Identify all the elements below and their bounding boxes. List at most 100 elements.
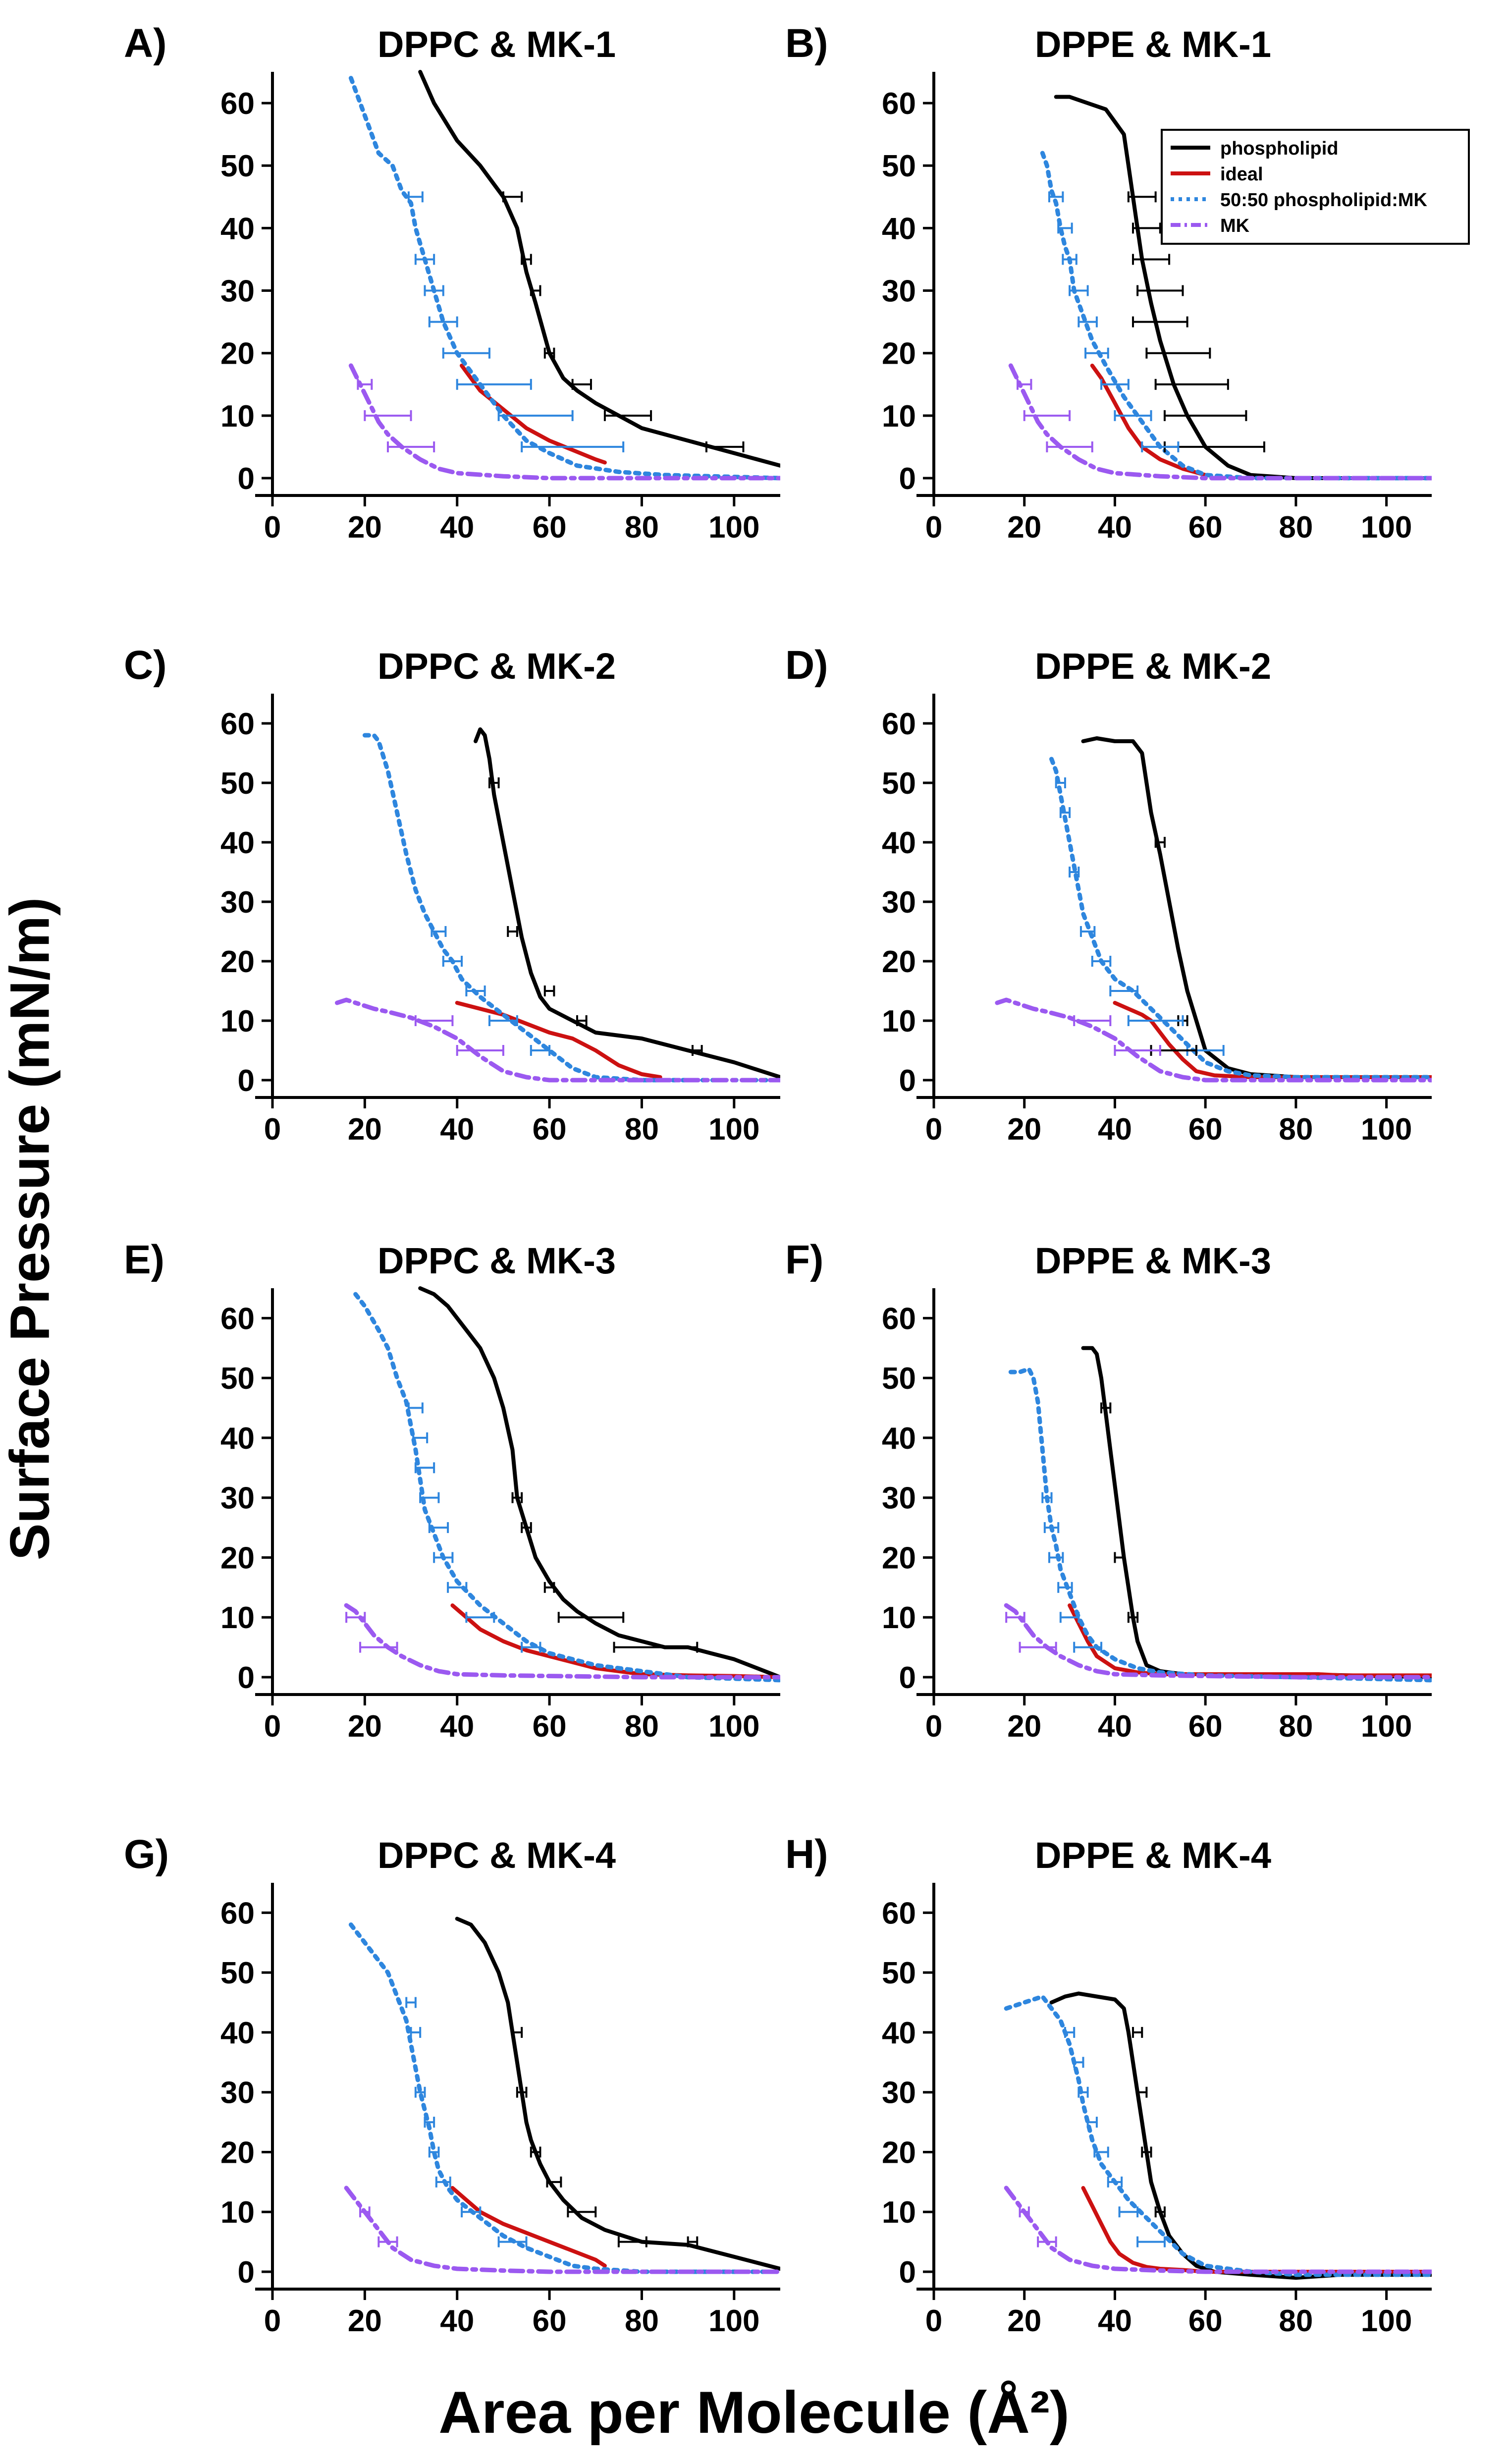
- y-tick-label: 0: [899, 462, 916, 496]
- panel-7: 0 10 20 30 40 50 60 0 20 40 60 80 100 G) DPPC & MK-4: [124, 1832, 780, 2338]
- x-tick-label: 20: [348, 1709, 382, 1744]
- series-line-phospholipid: [418, 1286, 780, 1679]
- x-tick-label: 0: [264, 1709, 281, 1744]
- error-bar-phospholipid: [546, 2176, 562, 2188]
- error-bar-mixture: [1062, 254, 1077, 265]
- error-bar-mixture: [435, 2176, 451, 2188]
- x-tick-label: 40: [440, 1709, 474, 1744]
- error-bar-mixture: [407, 1402, 424, 1414]
- y-tick-label: 20: [882, 2135, 916, 2170]
- y-tick-label: 30: [220, 1481, 255, 1516]
- panel-title: DPPC & MK-2: [377, 646, 616, 687]
- series-line-mk: [1004, 2186, 1432, 2274]
- y-tick-label: 20: [220, 1541, 255, 1575]
- y-tick-label: 60: [220, 87, 255, 121]
- series-line-phospholipid: [474, 727, 780, 1079]
- x-tick-label: 0: [925, 1112, 942, 1147]
- x-tick-label: 100: [1361, 1709, 1412, 1744]
- error-bar-mixture: [414, 254, 435, 265]
- panel-title: DPPC & MK-3: [377, 1240, 616, 1281]
- error-bar-phospholipid: [1163, 441, 1265, 452]
- x-tick-label: 60: [533, 1112, 567, 1147]
- x-tick-label: 40: [1098, 510, 1132, 545]
- series-line-phospholipid: [1081, 736, 1432, 1079]
- y-tick-label: 20: [882, 337, 916, 371]
- error-bar-mixture: [431, 926, 447, 937]
- error-bar-phospholipid: [691, 1045, 703, 1056]
- x-tick-label: 80: [625, 510, 659, 545]
- y-tick-label: 60: [882, 707, 916, 741]
- error-bar-mk: [1037, 2236, 1057, 2247]
- y-tick-label: 40: [220, 212, 255, 246]
- error-bar-phospholipid: [530, 285, 541, 296]
- x-tick-label: 100: [1361, 1112, 1412, 1147]
- series-line-ideal: [450, 2186, 607, 2268]
- y-tick-label: 10: [220, 399, 255, 434]
- error-bar-mixture: [1069, 285, 1089, 296]
- series-line-ideal: [1090, 363, 1208, 477]
- panel-letter: D): [785, 643, 828, 688]
- x-tick-label: 60: [533, 510, 567, 545]
- error-bar-mixture: [1057, 222, 1073, 234]
- panel-4: 0 10 20 30 40 50 60 0 20 40 60 80 100 D) DPPE & MK-2: [785, 643, 1432, 1147]
- error-bar-mixture: [442, 347, 490, 359]
- error-bar-mk: [1019, 1642, 1057, 1653]
- y-tick-label: 50: [220, 149, 255, 183]
- y-tick-label: 0: [899, 1064, 916, 1098]
- error-bar-mk: [345, 1612, 366, 1623]
- error-bar-phospholipid: [603, 410, 652, 421]
- x-tick-label: 0: [925, 2304, 942, 2338]
- error-bar-phospholipid: [567, 2206, 597, 2218]
- legend-label-mk: MK: [1220, 216, 1250, 236]
- error-bar-mixture: [1073, 1642, 1103, 1653]
- legend-label-phospholipid: phospholipid: [1220, 138, 1339, 159]
- x-tick-label: 0: [264, 1112, 281, 1147]
- error-bar-mixture: [424, 2117, 435, 2128]
- error-bar-mixture: [407, 191, 424, 203]
- x-tick-label: 80: [625, 1112, 659, 1147]
- panel-title: DPPE & MK-1: [1035, 24, 1271, 65]
- y-tick-label: 0: [238, 2255, 255, 2290]
- y-tick-label: 30: [220, 2076, 255, 2110]
- x-tick-label: 40: [1098, 2304, 1132, 2338]
- panel-title: DPPE & MK-3: [1035, 1240, 1271, 1281]
- x-tick-label: 40: [440, 1112, 474, 1147]
- y-tick-label: 10: [882, 2195, 916, 2230]
- x-tick-label: 80: [1279, 1112, 1313, 1147]
- x-tick-label: 60: [1188, 1709, 1223, 1744]
- error-bar-phospholipid: [1154, 837, 1166, 848]
- y-tick-label: 0: [238, 1661, 255, 1695]
- error-bar-mixture: [1084, 347, 1109, 359]
- y-tick-label: 60: [220, 1896, 255, 1930]
- error-bar-phospholipid: [1163, 410, 1247, 421]
- y-tick-label: 40: [882, 1422, 916, 1456]
- series-line-mk: [1008, 363, 1432, 481]
- x-tick-label: 20: [348, 510, 382, 545]
- error-bar-mixture: [465, 986, 486, 996]
- x-tick-label: 80: [625, 2304, 659, 2338]
- series-line-mixture: [1040, 151, 1432, 481]
- series-line-phospholipid: [1081, 1346, 1432, 1679]
- panel-letter: A): [124, 21, 167, 66]
- y-tick-label: 50: [882, 1956, 916, 1990]
- x-tick-label: 0: [264, 2304, 281, 2338]
- error-bar-mk: [1017, 379, 1032, 390]
- y-tick-label: 10: [882, 399, 916, 434]
- y-tick-label: 60: [882, 1896, 916, 1930]
- y-tick-label: 0: [899, 1661, 916, 1695]
- y-tick-label: 60: [882, 87, 916, 121]
- panel-letter: C): [124, 643, 167, 688]
- error-bar-phospholipid: [511, 2026, 523, 2038]
- y-tick-label: 50: [882, 1362, 916, 1396]
- x-tick-label: 0: [925, 510, 942, 545]
- error-bar-mixture: [1118, 2206, 1139, 2218]
- y-tick-label: 50: [882, 767, 916, 801]
- error-bar-mixture: [405, 1997, 417, 2008]
- x-tick-label: 100: [708, 1709, 759, 1744]
- error-bar-mixture: [497, 2236, 528, 2247]
- x-tick-label: 40: [1098, 1112, 1132, 1147]
- error-bar-mixture: [1079, 926, 1096, 937]
- x-tick-label: 100: [708, 2304, 759, 2338]
- panel-title: DPPC & MK-4: [377, 1835, 616, 1876]
- panel-letter: E): [124, 1237, 164, 1282]
